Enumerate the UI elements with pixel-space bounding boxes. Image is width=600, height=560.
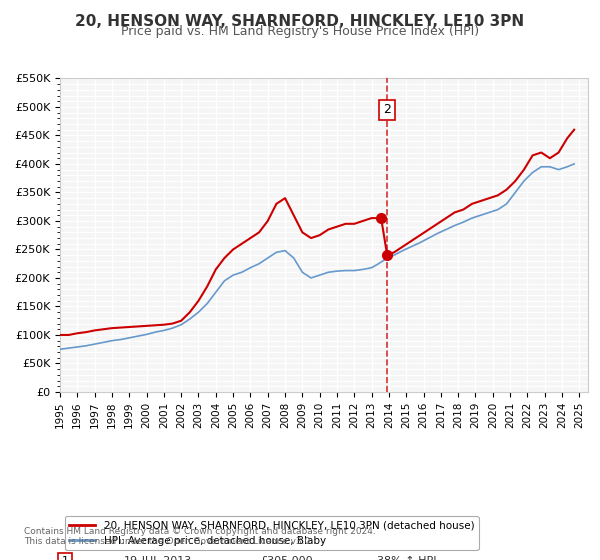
Text: 1: 1 [62, 556, 69, 560]
Text: Contains HM Land Registry data © Crown copyright and database right 2024.
This d: Contains HM Land Registry data © Crown c… [24, 526, 376, 546]
Text: £305,000: £305,000 [260, 556, 313, 560]
Text: Price paid vs. HM Land Registry's House Price Index (HPI): Price paid vs. HM Land Registry's House … [121, 25, 479, 38]
Text: 19-JUL-2013: 19-JUL-2013 [124, 556, 191, 560]
Text: 38% ↑ HPI: 38% ↑ HPI [377, 556, 436, 560]
Text: 20, HENSON WAY, SHARNFORD, HINCKLEY, LE10 3PN: 20, HENSON WAY, SHARNFORD, HINCKLEY, LE1… [76, 14, 524, 29]
Text: 2: 2 [383, 103, 391, 116]
Legend: 20, HENSON WAY, SHARNFORD, HINCKLEY, LE10 3PN (detached house), HPI: Average pri: 20, HENSON WAY, SHARNFORD, HINCKLEY, LE1… [65, 516, 479, 550]
